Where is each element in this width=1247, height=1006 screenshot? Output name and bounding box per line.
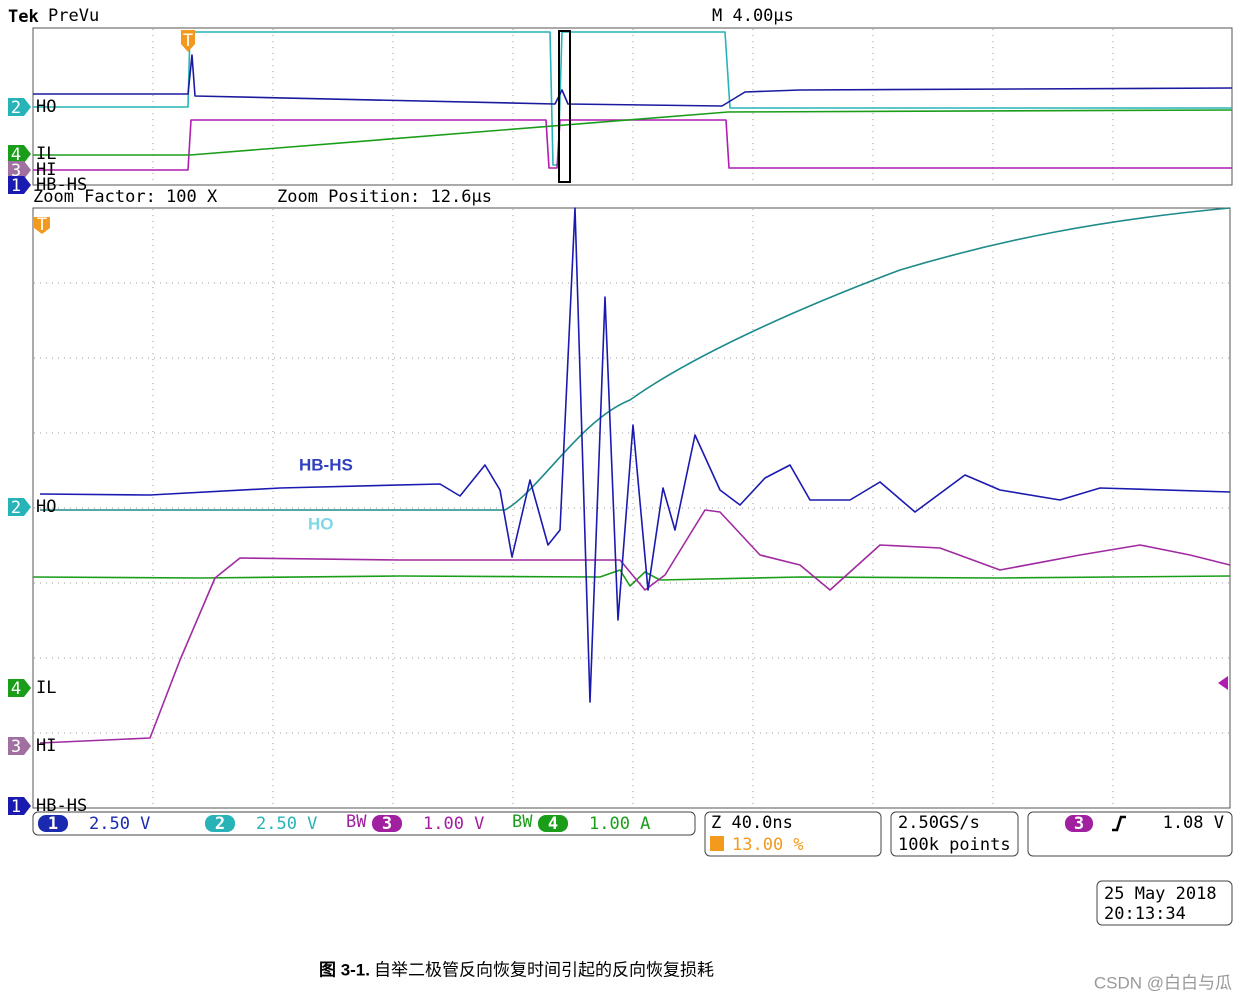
channel-scale: 1.00 V: [423, 814, 484, 834]
channel-number: 4: [548, 814, 558, 834]
marker-number: 2: [11, 98, 21, 118]
annotation: HO: [308, 514, 334, 533]
channel-badge: [372, 815, 402, 832]
overview-ho-trace: [33, 31, 1232, 166]
acquisition-box: [890, 811, 1019, 857]
caption-text: 自举二极管反向恢复时间引起的反向恢复损耗: [374, 960, 714, 979]
overview-trigger-icon: [181, 30, 195, 52]
zoom-hi-trace: [39, 509, 1231, 744]
record-length: 100k points: [898, 835, 1011, 855]
marker-tab: [8, 176, 31, 194]
zoom-hbhs-trace: [39, 207, 1231, 703]
marker-label: HB-HS: [36, 796, 87, 816]
channel-number: 2: [215, 814, 225, 834]
bandwidth-limit: BW: [512, 812, 533, 832]
marker-tab: [8, 98, 31, 116]
zoom-trigger: T: [37, 215, 47, 235]
sample-rate: 2.50GS/s: [898, 813, 980, 833]
marker-label: IL: [36, 144, 56, 164]
channel-number: 1: [48, 814, 58, 834]
zoom-position: Zoom Position: 12.6µs: [277, 187, 492, 207]
zoom-ho-trace: [40, 207, 1231, 511]
marker-tab: [8, 161, 31, 179]
overview-hbhs-trace: [33, 54, 1233, 107]
channel-scale: 2.50 V: [89, 814, 150, 834]
zoom-trigger-icon: [34, 217, 50, 234]
marker-tab: [8, 737, 31, 755]
channel-scales: 1 2.50 V 2 2.50 V 3 1.00 V BW 4 1.00 A BW: [38, 812, 650, 834]
zoom-grid: [34, 209, 1229, 807]
marker-label: IL: [36, 678, 56, 698]
timebase: M 4.00µs: [712, 6, 794, 26]
overview-frame: [32, 27, 1233, 186]
trigger-level: 1.08 V: [1163, 813, 1224, 833]
trigger-slope: [1112, 815, 1126, 832]
trigger-source-badge: [1065, 815, 1093, 832]
marker-label: HB-HS: [36, 175, 87, 195]
channel-scale: 1.00 A: [589, 814, 650, 834]
marker-number: 1: [11, 176, 21, 196]
zoom-il-trace: [32, 569, 1231, 587]
datetime-box: [1096, 880, 1233, 926]
annotation: HB-HS: [299, 455, 353, 474]
trigger-source: 3: [1074, 814, 1084, 834]
marker-number: 4: [11, 679, 21, 699]
overview-trigger: T: [183, 31, 193, 51]
trigger-icon: [710, 836, 724, 851]
channel-bar: [32, 811, 696, 836]
zoom-box: [558, 30, 571, 183]
marker-tab: [8, 679, 31, 697]
mode: PreVu: [48, 6, 99, 26]
zoom-frame: [32, 207, 1231, 809]
zoom-scale: Z 40.0ns: [711, 813, 793, 833]
zoom-box-info: [704, 811, 882, 857]
overview-hi-trace: [33, 119, 1232, 171]
date: 25 May 2018: [1104, 884, 1217, 904]
watermark: CSDN @白白与瓜: [1094, 973, 1232, 992]
channel-badge: [205, 815, 235, 832]
marker-label: HI: [36, 160, 56, 180]
trigger-level-marker: [1218, 676, 1228, 690]
channel-number: 3: [382, 814, 392, 834]
channel-badge: [38, 815, 68, 832]
bandwidth-limit: BW: [346, 812, 367, 832]
time: 20:13:34: [1104, 904, 1186, 924]
marker-number: 3: [11, 737, 21, 757]
channel-markers: 2 HO 4 IL 3 HI 1 HB-HS 2 HO 4 IL 3 HI 1 HB-HS: [8, 97, 87, 817]
channel-scale: 2.50 V: [256, 814, 317, 834]
brand: Tek: [8, 7, 39, 27]
caption-label: 图 3-1.: [319, 960, 370, 979]
zoom-factor: Zoom Factor: 100 X: [33, 187, 218, 207]
marker-label: HO: [36, 97, 56, 117]
marker-number: 2: [11, 498, 21, 518]
channel-badge: [538, 815, 568, 832]
marker-tab: [8, 145, 31, 163]
marker-number: 1: [11, 797, 21, 817]
trigger-position: 13.00 %: [732, 835, 804, 855]
marker-tab: [8, 797, 31, 815]
marker-number: 4: [11, 145, 21, 165]
marker-number: 3: [11, 161, 21, 181]
marker-label: HI: [36, 736, 56, 756]
marker-label: HO: [36, 497, 56, 517]
overview-il-trace: [33, 109, 1233, 156]
marker-tab: [8, 498, 31, 516]
